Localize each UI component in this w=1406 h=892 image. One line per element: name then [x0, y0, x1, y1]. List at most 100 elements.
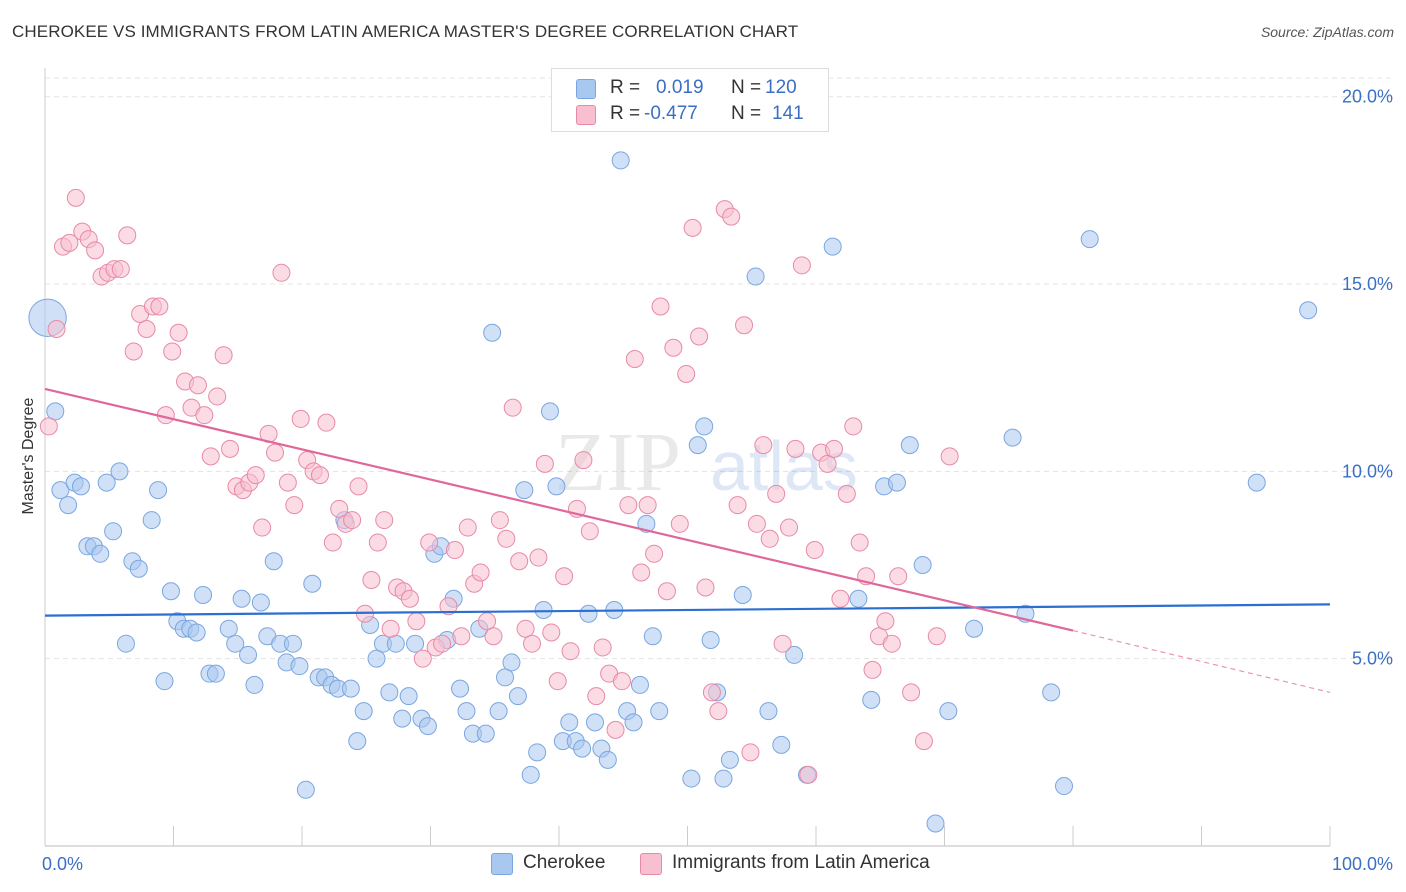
data-point: [239, 645, 258, 664]
data-point: [226, 634, 245, 653]
data-point: [831, 589, 850, 608]
data-point: [965, 619, 984, 638]
data-point: [407, 612, 426, 631]
data-point: [343, 511, 362, 530]
data-point: [368, 533, 387, 552]
data-point: [129, 559, 148, 578]
data-point: [541, 402, 560, 421]
data-point: [1055, 777, 1074, 796]
data-point: [573, 739, 592, 758]
data-point: [547, 477, 566, 496]
data-point: [515, 481, 534, 500]
data-point: [317, 413, 336, 432]
data-point: [805, 541, 824, 560]
y-tick-label: 10.0%: [1342, 461, 1393, 481]
data-point: [772, 735, 791, 754]
data-point: [348, 732, 367, 751]
data-point: [142, 511, 161, 530]
data-point: [266, 443, 285, 462]
data-point: [246, 466, 265, 485]
data-point: [574, 451, 593, 470]
data-point: [695, 417, 714, 436]
data-point: [278, 473, 297, 492]
data-point: [489, 702, 508, 721]
legend-swatch-immigrants: [576, 105, 596, 125]
data-point: [187, 623, 206, 642]
r-label: R =: [610, 103, 641, 124]
data-point: [66, 188, 85, 207]
data-point: [785, 645, 804, 664]
data-point: [1042, 683, 1061, 702]
data-point: [555, 567, 574, 586]
data-point: [484, 627, 503, 646]
data-point: [521, 765, 540, 784]
data-point: [251, 593, 270, 612]
data-point: [683, 218, 702, 237]
data-point: [445, 541, 464, 560]
series-cherokee: [28, 151, 1318, 833]
data-point: [400, 589, 419, 608]
data-point: [86, 241, 105, 260]
data-point: [598, 750, 617, 769]
data-point: [579, 604, 598, 623]
data-point: [195, 406, 214, 425]
data-point: [632, 563, 651, 582]
data-point: [310, 466, 329, 485]
data-point: [926, 814, 945, 833]
data-point: [939, 702, 958, 721]
y-tick-label: 5.0%: [1352, 649, 1393, 669]
data-point: [799, 765, 818, 784]
data-point: [927, 627, 946, 646]
data-point: [786, 439, 805, 458]
data-point: [637, 514, 656, 533]
data-point: [889, 567, 908, 586]
chart-source: Source: ZipAtlas.com: [1260, 24, 1394, 40]
n-value: 141: [772, 103, 804, 124]
data-point: [433, 634, 452, 653]
data-point: [677, 364, 696, 383]
data-point: [682, 769, 701, 788]
data-point: [39, 417, 58, 436]
data-point: [59, 496, 78, 515]
watermark-zip: ZIP: [555, 416, 681, 509]
data-point: [528, 743, 547, 762]
data-point: [722, 207, 741, 226]
data-point: [253, 518, 272, 537]
data-point: [792, 256, 811, 275]
data-point: [60, 233, 79, 252]
data-point: [221, 439, 240, 458]
data-point: [503, 398, 522, 417]
data-point: [272, 263, 291, 282]
data-point: [206, 664, 225, 683]
data-point: [349, 477, 368, 496]
y-axis-label: Master's Degree: [20, 397, 37, 514]
data-point: [208, 387, 227, 406]
data-point: [900, 436, 919, 455]
data-point: [516, 619, 535, 638]
r-value: -0.477: [644, 103, 698, 124]
data-point: [245, 675, 264, 694]
data-point: [849, 589, 868, 608]
data-point: [1299, 301, 1318, 320]
data-point: [375, 511, 394, 530]
trend-lines: [44, 387, 1331, 693]
data-point: [702, 683, 721, 702]
legend-label-immigrants: Immigrants from Latin America: [672, 852, 930, 873]
data-point: [876, 612, 895, 631]
legend-swatch-cherokee: [576, 79, 596, 99]
data-point: [587, 687, 606, 706]
data-point: [561, 642, 580, 661]
trend-line-extension: [1072, 630, 1331, 693]
data-point: [887, 473, 906, 492]
data-point: [296, 780, 315, 799]
data-point: [510, 552, 529, 571]
data-point: [560, 713, 579, 732]
data-point: [728, 496, 747, 515]
data-point: [619, 496, 638, 515]
gridlines: [45, 77, 1392, 660]
data-point: [664, 338, 683, 357]
data-point: [471, 563, 490, 582]
data-point: [406, 634, 425, 653]
y-tick-label: 15.0%: [1342, 274, 1393, 294]
data-point: [219, 619, 238, 638]
